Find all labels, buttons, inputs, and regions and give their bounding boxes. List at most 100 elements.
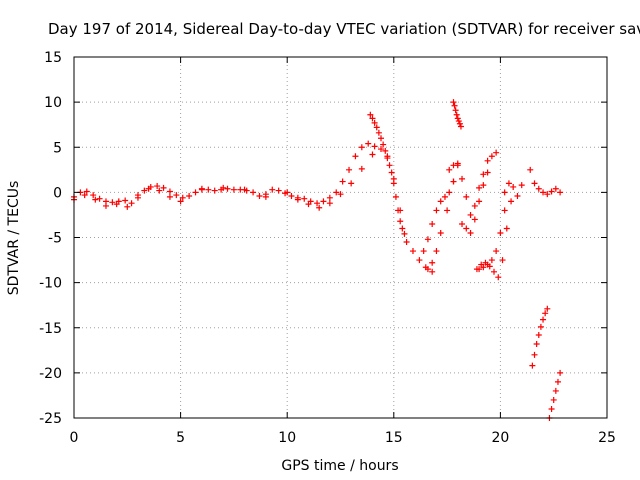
- series-drop-21-22: [529, 305, 551, 369]
- data-point: [457, 123, 464, 130]
- y-tick-label: 5: [53, 140, 62, 156]
- data-point: [535, 331, 542, 338]
- data-point: [211, 187, 218, 194]
- data-point: [250, 189, 257, 196]
- data-point: [314, 200, 321, 207]
- series-secondary-trace: [71, 151, 376, 211]
- y-tick-label: 0: [53, 185, 62, 201]
- data-point: [166, 188, 173, 195]
- data-point: [145, 185, 152, 192]
- data-point: [491, 268, 498, 275]
- x-axis-title: GPS time / hours: [281, 458, 398, 474]
- data-point: [337, 191, 344, 198]
- x-tick-label: 10: [278, 430, 296, 446]
- data-point: [378, 135, 385, 142]
- x-tick-label: 25: [598, 430, 616, 446]
- x-tick-label: 5: [176, 430, 185, 446]
- data-point: [429, 220, 436, 227]
- data-point: [326, 200, 333, 207]
- data-point: [83, 188, 90, 195]
- data-point: [429, 259, 436, 266]
- data-point: [401, 230, 408, 237]
- series-spike-18: [450, 99, 464, 130]
- data-point: [540, 316, 547, 323]
- data-point: [537, 323, 544, 330]
- data-point: [320, 198, 327, 205]
- data-point: [134, 192, 141, 199]
- data-point: [160, 184, 167, 191]
- data-point: [294, 196, 301, 203]
- grid: [73, 56, 608, 419]
- data-point: [503, 225, 510, 232]
- data-point: [288, 192, 295, 199]
- data-point: [471, 216, 478, 223]
- data-point: [128, 200, 135, 207]
- data-point: [358, 165, 365, 172]
- data-point: [409, 248, 416, 255]
- data-point: [456, 120, 463, 127]
- x-ticks: 0 5 10 15 20 25: [70, 57, 616, 446]
- data-point: [141, 187, 148, 194]
- data-point: [444, 207, 451, 214]
- data-point: [535, 185, 542, 192]
- data-point: [179, 194, 186, 201]
- data-point: [109, 199, 116, 206]
- data-point: [495, 274, 502, 281]
- data-point: [548, 188, 555, 195]
- plot-frame: [73, 56, 608, 419]
- data-point: [480, 171, 487, 178]
- data-point: [122, 197, 129, 204]
- data-point: [365, 140, 372, 147]
- x-tick-label: 20: [491, 430, 509, 446]
- data-point: [348, 180, 355, 187]
- data-point: [505, 180, 512, 187]
- series-drop-22-23: [546, 369, 564, 421]
- data-point: [388, 169, 395, 176]
- data-point: [518, 182, 525, 189]
- data-point: [375, 129, 382, 136]
- data-point: [480, 264, 487, 271]
- data-point: [369, 151, 376, 158]
- data-point: [382, 147, 389, 154]
- x-tick-label: 15: [385, 430, 403, 446]
- data-point: [326, 194, 333, 201]
- data-point: [124, 203, 131, 210]
- data-point: [177, 198, 184, 205]
- data-point: [514, 192, 521, 199]
- series-cluster-20-21: [501, 166, 564, 199]
- data-point: [81, 192, 88, 199]
- data-point: [241, 186, 248, 193]
- y-tick-label: -10: [39, 276, 62, 292]
- series-spike-14: [367, 111, 408, 237]
- data-point: [548, 405, 555, 412]
- data-point: [463, 193, 470, 200]
- data-point: [390, 180, 397, 187]
- data-point: [454, 115, 461, 122]
- data-point: [256, 192, 263, 199]
- data-point: [378, 146, 385, 153]
- y-ticks: 15 10 5 0 -5 -10 -15 -20 -25: [39, 50, 607, 427]
- data-point: [557, 369, 564, 376]
- data-point: [542, 310, 549, 317]
- data-point: [301, 195, 308, 202]
- data-point: [531, 180, 538, 187]
- y-tick-label: -25: [39, 411, 62, 427]
- data-point: [531, 351, 538, 358]
- data-point: [550, 396, 557, 403]
- data-point: [527, 166, 534, 173]
- data-point: [102, 202, 109, 209]
- data-point: [96, 195, 103, 202]
- data-point: [269, 186, 276, 193]
- data-point: [544, 305, 551, 312]
- data-point: [459, 175, 466, 182]
- data-point: [552, 387, 559, 394]
- data-point: [358, 144, 365, 151]
- data-point: [476, 184, 483, 191]
- data-point: [373, 124, 380, 131]
- data-point: [275, 187, 282, 194]
- data-point: [441, 193, 448, 200]
- data-point: [316, 204, 323, 211]
- data-point: [224, 185, 231, 192]
- y-axis-title: SDTVAR / TECUs: [6, 181, 22, 296]
- data-point: [230, 186, 237, 193]
